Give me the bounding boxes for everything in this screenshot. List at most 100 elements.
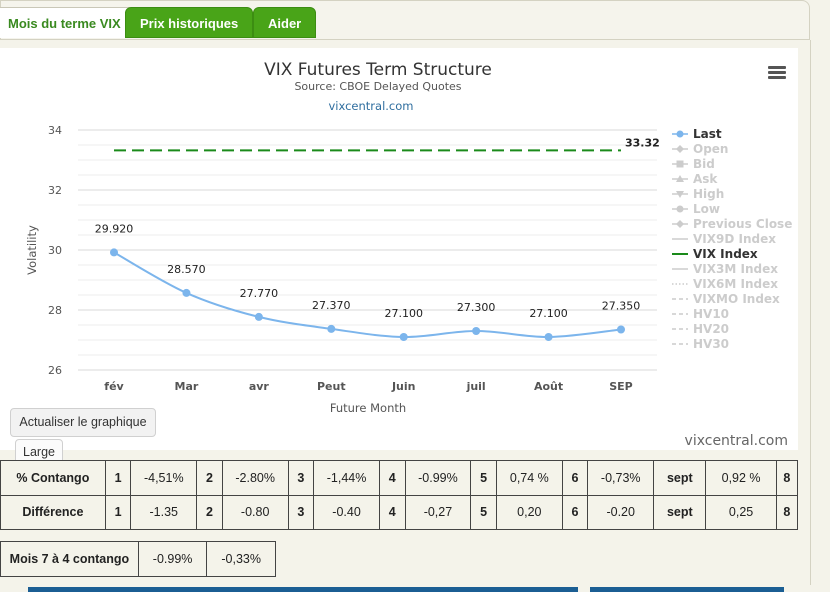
- chart-title: VIX Futures Term Structure: [264, 60, 492, 80]
- last-point: [472, 327, 481, 335]
- legend-item[interactable]: HV30: [672, 337, 729, 351]
- last-point: [110, 248, 118, 257]
- table-cell: 0,74 %: [495, 460, 563, 496]
- legend-item[interactable]: VIX9D Index: [672, 232, 776, 246]
- summary-table: Mois 7 à 4 contango -0.99% -0,33%: [0, 541, 276, 577]
- table-cell: -2.80%: [221, 460, 289, 496]
- last-point: [327, 324, 336, 333]
- x-tick-label: avr: [249, 380, 270, 393]
- table-cell: -1.35: [130, 494, 198, 530]
- legend-marker: [676, 220, 684, 228]
- table-row: Différence 1 -1.35 2 -0.80 3 -0.40 4 -0,27 5 0,20 6…: [0, 494, 799, 530]
- last-series: 29.920 28.570 27.770 27.370 27.100 27.300 27.1…: [95, 222, 641, 341]
- legend-item[interactable]: High: [672, 187, 724, 201]
- summary-label: Mois 7 à 4 contango: [0, 541, 139, 577]
- update-chart-button[interactable]: Actualiser le graphique: [10, 408, 156, 437]
- legend-label: VIX9D Index: [693, 232, 776, 246]
- y-tick-label: 34: [48, 124, 62, 137]
- contango-table: % Contango 1 -4,51% 2 -2.80% 3 -1,44% 4 -0.99% 5 0…: [0, 460, 799, 530]
- legend-item[interactable]: Bid: [672, 157, 715, 171]
- table-cell: 4: [378, 460, 406, 496]
- y-tick-label: 26: [48, 364, 62, 377]
- data-label: 27.100: [384, 307, 423, 320]
- legend-item[interactable]: VIX3M Index: [672, 262, 778, 276]
- tab-bar: Mois du terme VIX Prix historiques Aider: [0, 0, 810, 40]
- table-cell: 6: [561, 494, 589, 530]
- legend-marker: [676, 205, 684, 213]
- legend-item[interactable]: Last: [672, 127, 722, 141]
- legend-label: Previous Close: [693, 217, 792, 231]
- legend-label: HV20: [693, 322, 729, 336]
- vix-index-series: 33.32: [114, 136, 660, 152]
- tab-help[interactable]: Aider: [253, 7, 317, 38]
- legend-item[interactable]: Open: [672, 142, 728, 156]
- legend-marker: [676, 145, 684, 153]
- y-tick-label: 28: [48, 304, 62, 317]
- legend-label: Last: [693, 127, 722, 141]
- y-tick-label: 30: [48, 244, 62, 257]
- last-point: [544, 333, 553, 341]
- legend-marker: [676, 191, 684, 198]
- legend-item[interactable]: Ask: [672, 172, 718, 186]
- table-cell: -0.20: [587, 494, 655, 530]
- table-cell: 2: [196, 494, 223, 530]
- summary-value: -0,33%: [206, 541, 276, 577]
- y-axis-title: Volatility: [25, 225, 39, 275]
- chart-grid: [78, 129, 657, 371]
- table-cell: sept: [653, 494, 707, 530]
- table-cell: 0,92 %: [705, 460, 777, 496]
- data-label: 27.300: [457, 301, 496, 314]
- vix-index-label: 33.32: [625, 136, 660, 149]
- vixcentral-link[interactable]: vixcentral.com: [329, 99, 414, 113]
- table-cell: 5: [470, 494, 497, 530]
- last-point: [617, 325, 625, 334]
- legend-label: VIX Index: [693, 247, 758, 261]
- data-label: 27.770: [240, 287, 279, 300]
- legend-item[interactable]: Previous Close: [672, 217, 792, 231]
- legend-label: VIXMO Index: [693, 292, 780, 306]
- x-tick-label: Juin: [391, 380, 416, 393]
- y-tick-label: 32: [48, 184, 62, 197]
- tab-vix-term-months[interactable]: Mois du terme VIX: [0, 7, 136, 38]
- data-label: 27.350: [602, 300, 641, 313]
- tab-historical-prices[interactable]: Prix historiques: [125, 7, 254, 38]
- legend-label: VIX3M Index: [693, 262, 778, 276]
- legend-item[interactable]: VIXMO Index: [672, 292, 780, 306]
- table-cell: 2: [196, 460, 223, 496]
- table-cell: sept: [653, 460, 707, 496]
- table-cell: 4: [378, 494, 406, 530]
- legend-item[interactable]: Low: [672, 202, 720, 216]
- legend-item[interactable]: HV10: [672, 307, 729, 321]
- legend-label: HV10: [693, 307, 729, 321]
- watermark: vixcentral.com: [685, 433, 788, 449]
- table-cell: -4,51%: [130, 460, 198, 496]
- table-cell: 8: [775, 494, 799, 530]
- legend-label: Ask: [693, 172, 718, 186]
- last-point: [182, 288, 191, 297]
- chart-menu-icon[interactable]: [768, 66, 786, 80]
- table-cell: 3: [287, 460, 315, 496]
- data-label: 27.100: [529, 307, 568, 320]
- table-cell: -0.40: [313, 494, 380, 530]
- table-cell: -0,27: [404, 494, 472, 530]
- legend-label: Open: [693, 142, 728, 156]
- legend-item[interactable]: VIX Index: [672, 247, 758, 261]
- legend-marker: [676, 160, 684, 168]
- data-label: 27.370: [312, 299, 351, 312]
- legend-marker: [676, 175, 684, 182]
- legend-item[interactable]: VIX6M Index: [672, 277, 778, 291]
- bottom-bar: [28, 587, 578, 592]
- legend-label: Bid: [693, 157, 715, 171]
- x-tick-label: juil: [466, 380, 486, 393]
- table-cell: -0.99%: [404, 460, 472, 496]
- legend-label: High: [693, 187, 724, 201]
- row-label: Différence: [0, 494, 106, 530]
- x-axis: fév Mar avr Peut Juin juil Août SEP: [104, 380, 632, 393]
- last-point: [254, 312, 263, 321]
- legend-label: Low: [693, 202, 720, 216]
- table-cell: 3: [287, 494, 315, 530]
- legend-item[interactable]: HV20: [672, 322, 729, 336]
- x-axis-title: Future Month: [330, 401, 406, 415]
- last-point: [399, 333, 408, 341]
